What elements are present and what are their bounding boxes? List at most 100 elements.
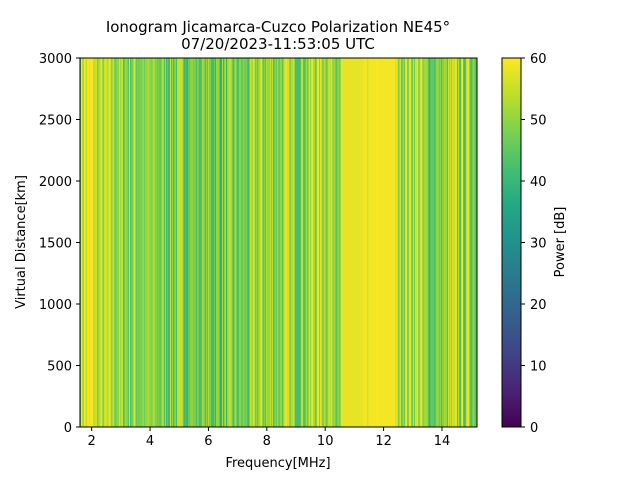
heatmap-column xyxy=(420,58,422,427)
heatmap-column xyxy=(460,58,462,427)
heatmap-column xyxy=(423,58,425,427)
heatmap-column xyxy=(275,58,277,427)
heatmap-column xyxy=(154,58,156,427)
heatmap-column xyxy=(172,58,175,427)
heatmap-column xyxy=(135,58,137,427)
heatmap-column xyxy=(155,58,157,427)
heatmap-column xyxy=(463,58,465,427)
heatmap-column xyxy=(95,58,97,427)
heatmap-column xyxy=(225,58,227,427)
heatmap-column xyxy=(94,58,96,427)
heatmap-column xyxy=(417,58,419,427)
heatmap-area xyxy=(80,58,477,427)
y-tick-label: 1500 xyxy=(39,237,72,252)
heatmap-column xyxy=(416,58,418,427)
heatmap-column xyxy=(431,58,433,427)
heatmap-column xyxy=(441,58,444,427)
heatmap-column xyxy=(83,58,85,427)
heatmap-column xyxy=(437,58,440,427)
heatmap-column xyxy=(252,58,254,427)
heatmap-column xyxy=(177,58,179,427)
heatmap-column xyxy=(226,58,228,427)
heatmap-column xyxy=(167,58,170,427)
heatmap-column xyxy=(470,58,472,427)
heatmap-column xyxy=(106,58,108,427)
heatmap-column xyxy=(324,58,326,427)
heatmap-column xyxy=(126,58,129,427)
heatmap-column xyxy=(286,58,288,427)
heatmap-column xyxy=(438,58,441,427)
heatmap-column xyxy=(249,58,251,427)
heatmap-column xyxy=(141,58,143,427)
heatmap-column xyxy=(288,58,290,427)
heatmap-column xyxy=(210,58,213,427)
heatmap-column xyxy=(466,58,468,427)
heatmap-column xyxy=(181,58,183,427)
heatmap-column xyxy=(293,58,295,427)
heatmap-column xyxy=(447,58,450,427)
heatmap-column xyxy=(90,58,92,427)
heatmap-column xyxy=(197,58,199,427)
heatmap-column xyxy=(143,58,145,427)
heatmap-column xyxy=(118,58,120,427)
heatmap-column xyxy=(87,58,89,427)
heatmap-column xyxy=(110,58,112,427)
heatmap-column xyxy=(436,58,439,427)
heatmap-column xyxy=(469,58,471,427)
heatmap-column xyxy=(294,58,296,427)
heatmap-column xyxy=(217,58,220,427)
heatmap-column xyxy=(136,58,138,427)
heatmap-column xyxy=(80,58,82,427)
colorbar-tick-label: 10 xyxy=(530,360,547,375)
heatmap-column xyxy=(404,58,407,427)
heatmap-column xyxy=(237,58,239,427)
heatmap-column xyxy=(131,58,133,427)
heatmap-column xyxy=(400,58,403,427)
heatmap-column xyxy=(231,58,233,427)
colorbar-tick-label: 60 xyxy=(530,52,547,67)
heatmap-column xyxy=(142,58,144,427)
heatmap-column xyxy=(132,58,134,427)
heatmap-column xyxy=(243,58,245,427)
heatmap-column xyxy=(120,58,123,427)
x-tick-label: 14 xyxy=(434,434,451,449)
heatmap-column xyxy=(255,58,258,427)
y-tick-label: 0 xyxy=(64,421,72,436)
heatmap-column xyxy=(449,58,452,427)
heatmap-column xyxy=(322,58,324,427)
heatmap-column xyxy=(305,58,308,427)
heatmap-column xyxy=(407,58,410,427)
heatmap-column xyxy=(104,58,106,427)
heatmap-column xyxy=(102,58,104,427)
heatmap-column xyxy=(227,58,229,427)
heatmap-column xyxy=(332,58,334,427)
heatmap-column xyxy=(224,58,226,427)
heatmap-column xyxy=(115,58,117,427)
heatmap-column xyxy=(264,58,267,427)
heatmap-column xyxy=(291,58,293,427)
heatmap-column xyxy=(171,58,174,427)
heatmap-column xyxy=(296,58,298,427)
heatmap-column xyxy=(111,58,113,427)
heatmap-column xyxy=(147,58,149,427)
heatmap-column xyxy=(214,58,217,427)
heatmap-column xyxy=(435,58,438,427)
heatmap-column xyxy=(138,58,140,427)
heatmap-column xyxy=(251,58,253,427)
heatmap-column xyxy=(241,58,243,427)
heatmap-column xyxy=(168,58,171,427)
heatmap-column xyxy=(144,58,146,427)
heatmap-column xyxy=(188,58,190,427)
heatmap-column xyxy=(299,58,301,427)
heatmap-column xyxy=(327,58,329,427)
heatmap-column xyxy=(311,58,314,427)
heatmap-column xyxy=(151,58,153,427)
y-axis-label: Virtual Distance[km] xyxy=(14,175,29,309)
heatmap-column xyxy=(192,58,194,427)
heatmap-column xyxy=(119,58,121,427)
heatmap-column xyxy=(232,58,234,427)
heatmap-column xyxy=(128,58,130,427)
heatmap-column xyxy=(301,58,304,427)
heatmap-column xyxy=(91,58,93,427)
heatmap-column xyxy=(427,58,429,427)
